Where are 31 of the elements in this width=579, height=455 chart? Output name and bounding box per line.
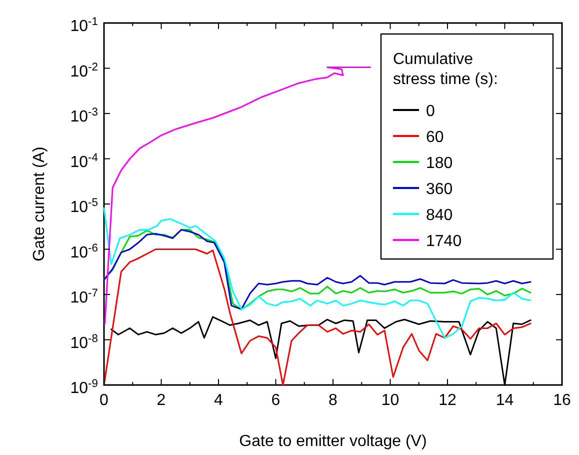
y-tick-label: 10$^{-6}$ (70, 242, 98, 262)
x-tick-label: 14 (496, 392, 514, 409)
line-series (104, 66, 371, 324)
y-tick-label: 10$^{-8}$ (70, 332, 98, 352)
line-series (103, 207, 532, 339)
y-axis-title: Gate current (A) (31, 146, 48, 262)
legend-label: 360 (426, 181, 453, 198)
y-tick-label: 10$^{-1}$ (70, 16, 98, 35)
x-tick-label: 2 (156, 392, 166, 409)
x-axis-title: Gate to emitter voltage (V) (239, 433, 427, 450)
x-tick-label: 0 (100, 392, 109, 409)
y-tick-label: 10$^{-4}$ (70, 152, 98, 171)
x-tick-label: 10 (381, 392, 400, 409)
legend-label: 1740 (426, 233, 462, 250)
y-tick-label: 10$^{-2}$ (70, 61, 98, 80)
legend-label: 840 (426, 207, 453, 224)
y-tick-label: 10$^{-9}$ (70, 378, 98, 397)
y-tick-label: 10$^{-3}$ (70, 106, 98, 126)
line-series (103, 248, 532, 386)
x-tick-label: 4 (214, 392, 224, 409)
y-tick-label: 10$^{-7}$ (70, 288, 98, 306)
x-tick-label: 8 (328, 392, 338, 409)
y-tick-label: 10$^{-5}$ (70, 197, 98, 216)
x-tick-label: 16 (553, 392, 571, 409)
legend-label: 60 (426, 129, 444, 146)
x-tick-label: 12 (438, 392, 456, 409)
x-tick-label: 6 (271, 392, 280, 409)
legend-title: Cumulative stress time (s): (393, 51, 498, 88)
legend-label: 180 (426, 155, 453, 172)
legend-label: 0 (426, 103, 435, 120)
line-series (103, 228, 532, 310)
